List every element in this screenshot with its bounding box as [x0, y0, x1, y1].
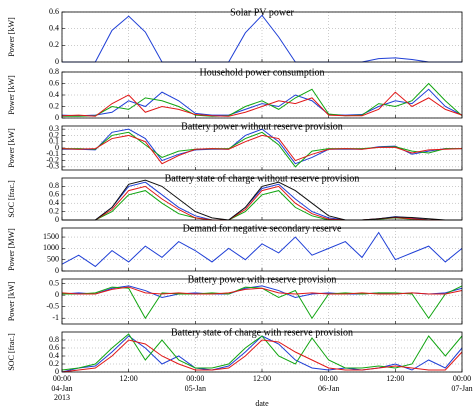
y-axis-label: SOC [frac.]: [7, 333, 16, 371]
y-tick-label: 0: [55, 113, 59, 122]
y-tick-label: 0: [55, 57, 59, 66]
series-line: [61, 88, 463, 117]
x-date-label: 07-Jan: [451, 384, 472, 393]
x-date-label: 05-Jan: [185, 384, 206, 393]
panel-title: Demand for negative secondary reserve: [183, 223, 342, 234]
plot-border: [61, 227, 463, 272]
y-tick-label: -0.1: [46, 149, 59, 158]
x-tick-label: 12:00: [386, 374, 404, 383]
y-tick-label: 0.8: [49, 335, 59, 344]
y-tick-label: 0.3: [49, 124, 59, 133]
y-tick-label: 0: [55, 215, 59, 224]
y-tick-label: 0: [55, 266, 59, 275]
y-tick-label: 0.6: [49, 343, 59, 352]
series-line: [62, 131, 462, 168]
plot-border: [61, 11, 463, 63]
y-tick-label: 1500: [43, 232, 59, 241]
y-tick-label: 0.2: [49, 40, 59, 49]
panel-title: Household power consumption: [200, 67, 325, 78]
x-tick-label: 00:00: [53, 374, 71, 383]
x-date-label: 04-Jan: [51, 384, 72, 393]
x-tick-label: 12:00: [253, 374, 271, 383]
y-tick-label: 0.4: [49, 351, 59, 360]
plot-border: [61, 278, 463, 325]
series-line: [61, 91, 463, 117]
y-tick-label: 0.1: [49, 137, 59, 146]
y-tick-label: 0.4: [49, 90, 59, 99]
x-tick-label: 00:00: [320, 374, 338, 383]
y-tick-label: -0.2: [46, 155, 59, 164]
y-axis-label: Power [kW]: [7, 282, 16, 322]
y-tick-label: 0.2: [49, 130, 59, 139]
series-line: [61, 231, 463, 268]
y-tick-label: 0.6: [49, 78, 59, 87]
x-year-label: 2013: [54, 393, 70, 402]
panel-title: Battery power without reserve provision: [181, 121, 343, 132]
y-tick-label: 0.2: [49, 206, 59, 215]
y-tick-label: 500: [47, 255, 59, 264]
y-tick-label: 1000: [43, 243, 59, 252]
plot-border: [61, 125, 463, 171]
panel-title: Battery state of charge without reserve …: [165, 173, 360, 184]
series-line: [62, 82, 463, 117]
series-line: [61, 339, 463, 373]
series-line: [61, 134, 463, 165]
y-tick-label: 0.4: [49, 198, 59, 207]
y-axis-label: Power [kW]: [7, 128, 16, 168]
y-axis-label: Power [kW]: [7, 17, 16, 57]
y-tick-label: -0.5: [46, 302, 59, 311]
y-tick-label: 0.5: [49, 278, 59, 287]
plot-border: [61, 71, 463, 119]
x-tick-label: 00:00: [453, 374, 471, 383]
x-tick-label: 00:00: [186, 374, 204, 383]
y-tick-label: 0: [55, 143, 59, 152]
y-tick-label: -1: [52, 313, 59, 322]
y-tick-label: 0.6: [49, 190, 59, 199]
y-tick-label: 0.8: [49, 67, 59, 76]
y-tick-label: 0.6: [49, 7, 59, 16]
series-line: [62, 179, 462, 221]
x-tick-label: 12:00: [120, 374, 138, 383]
series-line: [61, 333, 463, 371]
y-tick-label: 0: [55, 290, 59, 299]
y-tick-label: 0.4: [49, 23, 59, 32]
y-tick-label: -0.3: [46, 162, 59, 171]
y-tick-label: 0.8: [49, 181, 59, 190]
y-tick-label: 0.2: [49, 359, 59, 368]
y-axis-label: Power [MW]: [7, 228, 16, 271]
y-tick-label: 0.2: [49, 101, 59, 110]
y-tick-label: 0: [55, 367, 59, 376]
y-axis-label: Power [kW]: [7, 75, 16, 115]
x-date-label: 06-Jan: [318, 384, 339, 393]
plot-border: [61, 177, 463, 221]
y-axis-label: SOC [frac.]: [7, 180, 16, 218]
series-line: [61, 286, 463, 295]
series-line: [62, 14, 462, 63]
panel-title: Solar PV power: [230, 7, 294, 18]
panel-title: Battery state of charge with reserve pro…: [171, 327, 353, 338]
plot-frame: [62, 279, 462, 324]
x-axis-label: date: [255, 399, 269, 408]
plot-border: [61, 331, 463, 373]
series-line: [62, 128, 462, 165]
panel-title: Battery power with reserve provision: [188, 274, 337, 285]
